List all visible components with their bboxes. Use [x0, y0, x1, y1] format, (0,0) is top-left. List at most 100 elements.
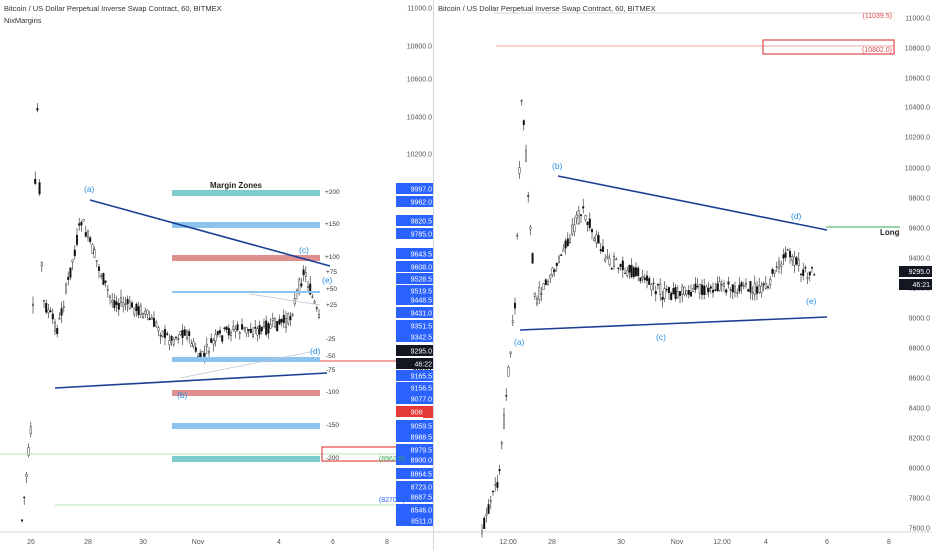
price-tick-label: 8600.0 [909, 376, 931, 383]
short-target-box[interactable] [321, 446, 433, 462]
price-tag-label: 9528.5 [411, 277, 433, 284]
price-tag [396, 515, 433, 526]
time-tick-label: 6 [825, 539, 829, 546]
price-tag-label: 9295.0 [909, 269, 931, 276]
price-tag-label: 8511.0 [411, 519, 432, 526]
price-tick-label: 7800.0 [909, 496, 931, 503]
price-tick-label: 8400.0 [909, 406, 931, 413]
price-tag [396, 331, 433, 342]
wave-label-d: (d) [310, 346, 321, 356]
price-tag-label: 8864.5 [411, 472, 433, 479]
price-tag-label: 9962.0 [411, 200, 433, 207]
price-tick-label: 10200.0 [905, 135, 930, 142]
left-price-axis[interactable]: 11000.0 10800.0 10600.0 10400.0 10200.0 9997.… [396, 6, 433, 527]
price-tag [396, 431, 433, 442]
upper-trendline[interactable] [89, 199, 331, 267]
price-tag [396, 491, 433, 502]
price-tag-label: 9156.5 [411, 386, 433, 393]
lower-trendline[interactable] [519, 316, 828, 331]
indicator-name[interactable]: NixMargins [4, 16, 42, 25]
time-tick-label: 6 [331, 539, 335, 546]
zone-minus-200 [172, 456, 320, 462]
lower-trendline[interactable] [54, 372, 328, 389]
zone-label: -150 [326, 422, 339, 429]
red-target-box[interactable] [762, 39, 895, 55]
right-chart-canvas[interactable]: (b) (a) (c) (d) (e) Long (11039.5) (1080… [434, 0, 932, 550]
time-tick-label: Nov [192, 539, 205, 546]
right-time-axis[interactable]: 12:00 28 30 Nov 12:00 4 6 8 [499, 539, 891, 546]
price-tag-label: 9165.5 [411, 374, 433, 381]
right-chart-panel[interactable]: (b) (a) (c) (d) (e) Long (11039.5) (1080… [434, 0, 932, 550]
left-candles [21, 102, 321, 523]
price-tag [396, 481, 433, 492]
price-tick-label: 10400.0 [905, 105, 930, 112]
price-tick-label: 9600.0 [909, 226, 931, 233]
price-tag [396, 370, 433, 381]
zone-minus-25-line [179, 349, 321, 379]
price-tag-label: 9785.0 [411, 232, 433, 239]
price-tag [396, 307, 433, 318]
price-tag-label: 9059.5 [411, 424, 433, 431]
zone-label: +100 [325, 254, 340, 261]
panel-divider[interactable] [433, 0, 434, 550]
price-tag-label: 8988.5 [411, 435, 433, 442]
price-tag [899, 266, 932, 277]
price-tag [396, 382, 433, 393]
price-tag [396, 345, 433, 356]
zone-label: -75 [326, 367, 336, 374]
timer-tag-label: 46:21 [912, 282, 930, 289]
price-tag-label: 9065.0 [411, 410, 433, 417]
wave-label-b: (b) [552, 161, 563, 171]
price-tick-label: 9000.0 [909, 316, 931, 323]
upper-trendline[interactable] [557, 175, 828, 231]
right-chart-title: Bitcoin / US Dollar Perpetual Inverse Sw… [438, 4, 656, 13]
price-tag [396, 228, 433, 239]
price-tag-label: 9643.5 [411, 252, 433, 259]
wave-label-a: (a) [84, 184, 95, 194]
time-tick-label: 4 [764, 539, 768, 546]
price-tick-label: 8200.0 [909, 436, 931, 443]
price-tag [396, 393, 433, 404]
price-tag [396, 420, 433, 431]
price-tag-label: 8723.0 [411, 485, 433, 492]
right-price-axis[interactable]: 11000.0 10800.0 10600.0 10400.0 10200.0 10000… [899, 16, 932, 533]
zone-label: +75 [326, 269, 337, 276]
price-tag-label: 8900.0 [411, 458, 433, 465]
price-tag-label: 9351.5 [411, 324, 433, 331]
left-chart-panel[interactable]: Margin Zones +200 +150 +100 +75 +50 +25 -25 -50… [0, 0, 433, 550]
zone-minus-50 [172, 357, 320, 362]
price-tag-label: 8546.0 [411, 508, 433, 515]
zone-label: +25 [326, 302, 337, 309]
zone-label: -50 [326, 353, 336, 360]
time-tick-label: 28 [548, 539, 556, 546]
green-level-tag: (8962.5) [379, 456, 405, 463]
price-tick-label: 10800.0 [407, 44, 432, 51]
price-tag [396, 454, 433, 465]
price-tick-label: 8000.0 [909, 466, 931, 473]
price-tag-label: 9820.5 [411, 219, 433, 226]
time-tick-label: 4 [277, 539, 281, 546]
left-chart-title: Bitcoin / US Dollar Perpetual Inverse Sw… [4, 4, 222, 13]
price-tag [396, 248, 433, 259]
left-chart-canvas[interactable]: Margin Zones +200 +150 +100 +75 +50 +25 -25 -50… [0, 0, 433, 550]
wave-label-c: (c) [299, 245, 309, 255]
price-tag-label: 9431.0 [411, 311, 433, 318]
left-time-axis[interactable]: 26 28 30 Nov 4 6 8 [27, 539, 389, 546]
price-tick-label: 9800.0 [909, 196, 931, 203]
top-level-tag: (11039.5) [863, 13, 892, 20]
price-tick-label: 9400.0 [909, 256, 931, 263]
blue-level-tag: (8270.5) [379, 497, 405, 504]
price-tag-label: 46:22 [414, 362, 432, 369]
price-tag [396, 285, 433, 296]
zone-labels: +200 +150 +100 +75 +50 +25 -25 -50 -75 -100 -150 -2… [325, 189, 340, 462]
price-tick-label: 11000.0 [905, 16, 930, 23]
zone-plus-25-line [249, 293, 321, 306]
price-tag-label: 9448.5 [411, 298, 433, 305]
wave-label-a: (a) [514, 337, 525, 347]
time-tick-label: 26 [27, 539, 35, 546]
zone-label: +200 [325, 189, 340, 196]
price-tag [396, 320, 433, 331]
red-price-tag-bg [423, 407, 433, 418]
time-tick-label: 28 [84, 539, 92, 546]
wave-label-e: (e) [322, 275, 333, 285]
